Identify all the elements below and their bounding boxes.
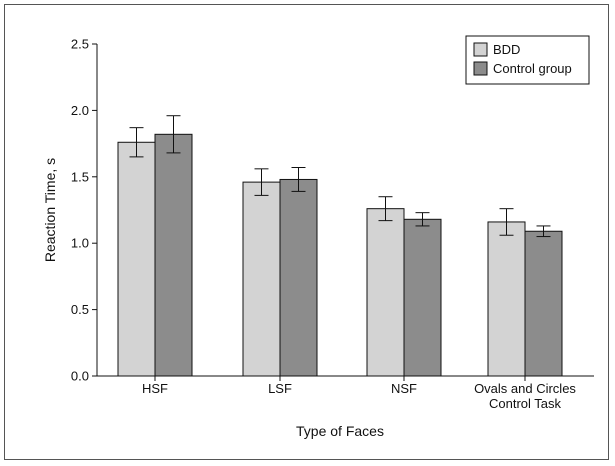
bar-bdd-3	[366, 208, 405, 377]
y-tick-label: 1.5	[71, 169, 89, 184]
x-tick-label: LSF	[268, 381, 292, 396]
x-tick-label: NSF	[391, 381, 417, 396]
legend: BDD Control group	[465, 35, 590, 85]
legend-label: Control group	[493, 61, 572, 76]
error-bar	[415, 212, 430, 227]
error-bar	[129, 127, 144, 158]
error-bar	[254, 168, 269, 196]
y-tick-label: 2.0	[71, 103, 89, 118]
bar-bdd-2	[242, 181, 281, 377]
y-axis-title: Reaction Time, s	[42, 158, 58, 262]
bar-control-3	[403, 218, 442, 377]
legend-swatch	[473, 42, 488, 57]
error-bars	[129, 115, 551, 238]
y-axis: 0.0 0.5 1.0 1.5 2.0 2.5	[71, 37, 98, 384]
bars	[117, 133, 563, 377]
x-tick-label: Ovals and Circles Control Task	[474, 381, 576, 411]
y-tick-label: 2.5	[71, 37, 89, 52]
y-tick-label: 0.0	[71, 369, 89, 384]
bar-control-1	[154, 133, 193, 377]
error-bar	[378, 196, 393, 222]
y-tick-label: 1.0	[71, 236, 89, 251]
bar-bdd-1	[117, 141, 156, 377]
legend-swatch	[473, 61, 488, 76]
x-tick-label: HSF	[142, 381, 168, 396]
bar-control-2	[279, 178, 318, 377]
error-bar	[499, 208, 514, 236]
error-bar	[536, 225, 551, 238]
error-bar	[166, 115, 181, 154]
x-axis-title: Type of Faces	[296, 423, 384, 439]
bar-bdd-4	[487, 221, 526, 377]
y-tick-label: 0.5	[71, 302, 89, 317]
x-axis: HSF LSF NSF Ovals and Circles Control Task	[97, 375, 594, 411]
bar-control-4	[524, 230, 563, 377]
legend-label: BDD	[493, 42, 520, 57]
error-bar	[291, 167, 306, 192]
